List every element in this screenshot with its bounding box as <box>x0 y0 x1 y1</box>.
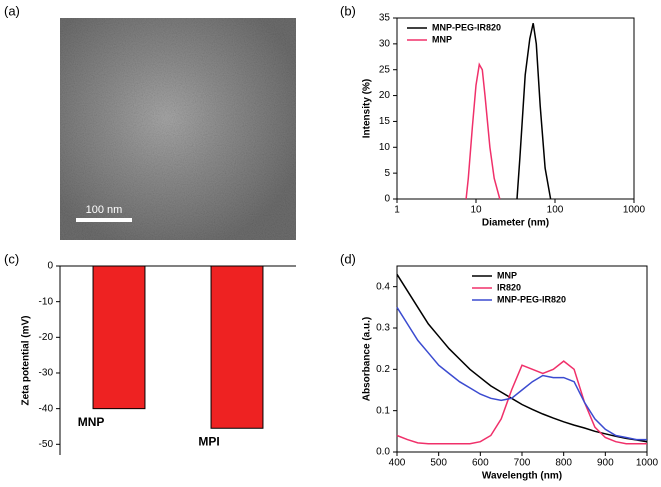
category-label: MPI <box>198 434 219 448</box>
x-tick-label: 900 <box>597 458 614 469</box>
bar <box>92 265 146 410</box>
x-tick-label: 600 <box>472 458 489 469</box>
y-axis-label: Intensity (%) <box>362 79 373 138</box>
x-tick-label: 700 <box>514 458 531 469</box>
y-tick-label: 0.3 <box>376 323 390 334</box>
series-line <box>396 306 647 441</box>
x-tick-label: 800 <box>555 458 572 469</box>
y-tick-label: -10 <box>39 296 54 307</box>
tem-image: 100 nm <box>60 18 296 240</box>
y-tick-label: 5 <box>384 168 390 179</box>
x-tick-label: 500 <box>430 458 447 469</box>
y-tick-label: 0 <box>47 261 53 272</box>
legend-label: MNP <box>432 34 452 44</box>
panel-label: (a) <box>4 3 20 18</box>
x-axis-label: Diameter (nm) <box>482 218 549 229</box>
scale-bar-label: 100 nm <box>86 204 123 216</box>
x-tick-label: 1000 <box>623 205 646 216</box>
y-tick-label: 0.0 <box>376 447 390 458</box>
y-tick-label: 0.1 <box>376 405 390 416</box>
series-line <box>516 23 552 200</box>
series-line <box>396 360 647 445</box>
x-tick-label: 10 <box>470 205 482 216</box>
y-tick-label: -30 <box>39 368 54 379</box>
y-axis-label: Absorbance (a.u.) <box>362 317 373 401</box>
panel-label: (c) <box>4 251 19 266</box>
category-label: MNP <box>78 415 105 429</box>
y-axis-label: Zeta potential (mV) <box>21 315 32 405</box>
bar <box>210 265 264 429</box>
legend-label: MNP <box>497 270 517 280</box>
series-line <box>396 273 648 443</box>
y-tick-label: 35 <box>379 13 391 24</box>
y-tick-label: 0.2 <box>376 364 390 375</box>
panel-label: (d) <box>340 251 356 266</box>
legend-label: MNP-PEG-IR820 <box>432 22 501 32</box>
x-tick-label: 400 <box>389 458 406 469</box>
series-line <box>465 62 501 200</box>
y-tick-label: 0 <box>384 194 390 205</box>
y-tick-label: -50 <box>39 439 54 450</box>
x-tick-label: 1000 <box>636 458 659 469</box>
y-tick-label: 25 <box>379 64 391 75</box>
y-tick-label: -20 <box>39 332 54 343</box>
y-tick-label: 30 <box>379 38 391 49</box>
y-tick-label: 15 <box>379 116 391 127</box>
x-tick-label: 100 <box>547 205 564 216</box>
panel-label: (b) <box>340 3 356 18</box>
y-tick-label: 0.4 <box>376 281 390 292</box>
plot-frame <box>396 17 635 200</box>
legend-label: MNP-PEG-IR820 <box>497 294 566 304</box>
y-tick-label: 20 <box>379 90 391 101</box>
x-axis-label: Wavelength (nm) <box>482 471 562 482</box>
legend-label: IR820 <box>497 282 521 292</box>
y-tick-label: -40 <box>39 403 54 414</box>
x-tick-label: 1 <box>394 205 400 216</box>
y-tick-label: 10 <box>379 142 391 153</box>
